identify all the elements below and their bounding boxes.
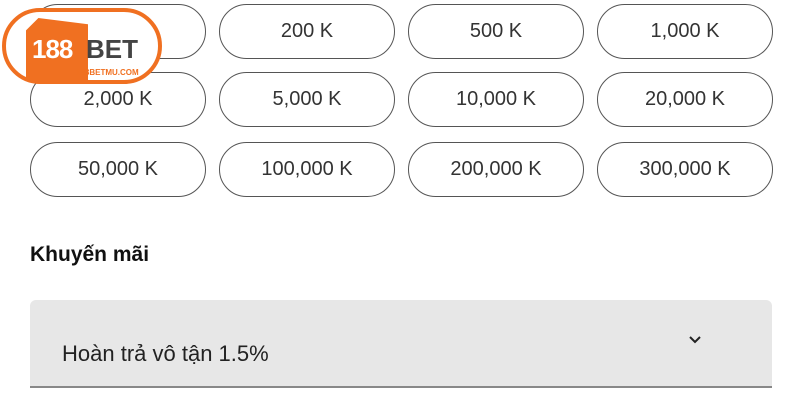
- amount-button[interactable]: 200 K: [219, 4, 395, 59]
- logo-hexagon: [26, 18, 88, 80]
- brand-logo: 188 BET 188BETMU.COM: [2, 8, 162, 84]
- amount-button[interactable]: 50,000 K: [30, 142, 206, 197]
- chevron-down-icon[interactable]: [688, 332, 702, 350]
- promotion-select[interactable]: Hoàn trả vô tận 1.5%: [30, 300, 772, 388]
- amount-button[interactable]: 200,000 K: [408, 142, 584, 197]
- logo-word: BET: [86, 34, 138, 64]
- amount-button[interactable]: 300,000 K: [597, 142, 773, 197]
- amount-button[interactable]: 100,000 K: [219, 142, 395, 197]
- amount-button[interactable]: 10,000 K: [408, 72, 584, 127]
- promotion-label: Khuyến mãi: [30, 243, 150, 266]
- logo-number: 188: [32, 34, 73, 64]
- amount-button[interactable]: 1,000 K: [597, 4, 773, 59]
- amount-button[interactable]: 20,000 K: [597, 72, 773, 127]
- amount-button[interactable]: 500 K: [408, 4, 584, 59]
- promotion-selected-value: Hoàn trả vô tận 1.5%: [62, 341, 269, 366]
- amount-button[interactable]: 5,000 K: [219, 72, 395, 127]
- logo-url: 188BETMU.COM: [76, 68, 139, 77]
